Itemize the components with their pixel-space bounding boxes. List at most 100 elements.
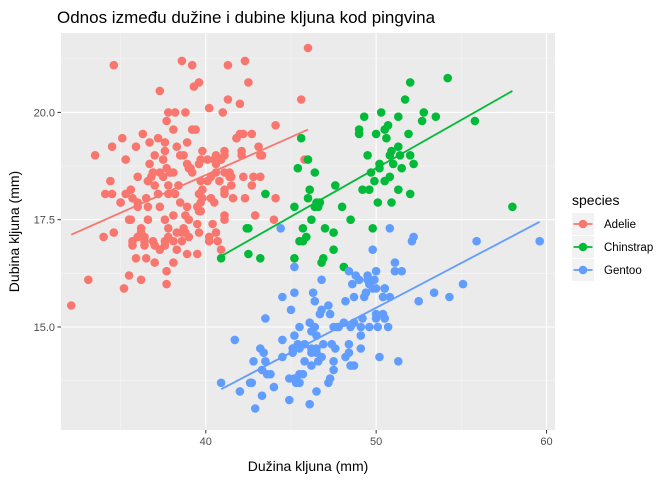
legend-key-point bbox=[578, 265, 588, 275]
data-point bbox=[257, 391, 267, 401]
data-point bbox=[385, 224, 395, 233]
data-point bbox=[361, 288, 371, 298]
data-point bbox=[397, 266, 407, 276]
legend-items: Adelie Chinstrap Gentoo bbox=[572, 213, 653, 281]
data-point bbox=[239, 129, 248, 139]
data-point bbox=[380, 284, 390, 293]
grid-minor bbox=[61, 33, 555, 430]
data-point bbox=[290, 331, 299, 340]
data-point bbox=[375, 352, 384, 362]
data-point bbox=[327, 339, 337, 349]
data-point bbox=[429, 288, 439, 298]
data-point bbox=[409, 159, 418, 169]
data-point bbox=[160, 146, 170, 156]
data-point bbox=[324, 378, 333, 388]
data-point bbox=[329, 245, 338, 254]
data-point bbox=[172, 142, 182, 151]
x-tick-label: 40 bbox=[200, 436, 212, 448]
data-point bbox=[165, 168, 175, 177]
data-point bbox=[187, 60, 197, 70]
data-point bbox=[409, 232, 418, 242]
data-point bbox=[175, 151, 185, 160]
data-point bbox=[346, 361, 355, 370]
data-point bbox=[472, 236, 481, 246]
data-point bbox=[414, 296, 424, 306]
data-point bbox=[128, 193, 137, 203]
data-point bbox=[371, 129, 381, 139]
data-point bbox=[121, 189, 130, 199]
data-point bbox=[290, 202, 299, 212]
series-points-gentoo bbox=[216, 224, 544, 413]
data-point bbox=[394, 357, 403, 366]
data-point bbox=[405, 78, 415, 87]
data-point bbox=[143, 176, 153, 186]
data-point bbox=[443, 73, 453, 83]
data-point bbox=[368, 284, 378, 293]
data-point bbox=[215, 176, 224, 186]
data-point bbox=[397, 163, 407, 173]
data-point bbox=[259, 348, 269, 358]
data-point bbox=[385, 172, 395, 182]
data-point bbox=[101, 189, 110, 199]
data-point bbox=[153, 133, 163, 143]
data-point bbox=[307, 215, 316, 224]
data-point bbox=[140, 241, 149, 250]
data-point bbox=[344, 348, 354, 358]
data-point bbox=[400, 95, 410, 104]
data-point bbox=[298, 224, 308, 233]
plot-panel bbox=[61, 33, 555, 430]
data-point bbox=[121, 155, 130, 164]
data-point bbox=[218, 108, 228, 117]
data-point bbox=[145, 138, 154, 147]
data-point bbox=[118, 133, 127, 143]
data-point bbox=[133, 172, 142, 182]
data-point bbox=[290, 262, 299, 272]
data-point bbox=[346, 215, 355, 224]
data-point bbox=[124, 271, 134, 280]
data-point bbox=[107, 142, 117, 151]
data-point bbox=[240, 193, 250, 203]
data-point bbox=[317, 305, 326, 315]
data-point bbox=[337, 202, 347, 212]
data-point bbox=[390, 266, 400, 276]
data-point bbox=[317, 352, 326, 362]
data-point bbox=[182, 138, 192, 147]
data-point bbox=[247, 129, 257, 139]
x-tick-label: 50 bbox=[370, 436, 382, 448]
data-point bbox=[160, 215, 170, 224]
data-point bbox=[383, 121, 393, 130]
grid-major bbox=[61, 33, 555, 430]
data-point bbox=[208, 219, 217, 229]
data-point bbox=[269, 215, 279, 224]
data-point bbox=[458, 279, 468, 289]
data-point bbox=[220, 215, 229, 224]
data-point bbox=[247, 181, 257, 190]
data-point bbox=[175, 198, 185, 207]
data-point bbox=[150, 181, 159, 190]
data-point bbox=[388, 159, 398, 169]
data-point bbox=[196, 206, 205, 216]
legend-key-point bbox=[578, 242, 588, 252]
data-point bbox=[312, 387, 321, 396]
data-point bbox=[181, 108, 190, 117]
data-point bbox=[349, 292, 359, 302]
data-point bbox=[319, 339, 328, 349]
data-point bbox=[376, 108, 386, 117]
data-point bbox=[261, 314, 270, 323]
y-tick-label: 15.0 bbox=[34, 322, 55, 334]
data-point bbox=[164, 181, 173, 190]
data-point bbox=[373, 322, 383, 332]
data-point bbox=[169, 125, 178, 134]
data-point bbox=[126, 215, 136, 224]
data-point bbox=[169, 211, 178, 220]
data-point bbox=[116, 198, 125, 207]
data-point bbox=[250, 211, 260, 220]
data-point bbox=[204, 103, 214, 113]
y-tick-label: 17.5 bbox=[34, 215, 55, 227]
data-point bbox=[170, 108, 180, 117]
data-point bbox=[470, 116, 480, 126]
data-point bbox=[211, 151, 221, 160]
data-point bbox=[351, 271, 361, 280]
data-point bbox=[164, 224, 173, 233]
data-point bbox=[170, 189, 180, 199]
